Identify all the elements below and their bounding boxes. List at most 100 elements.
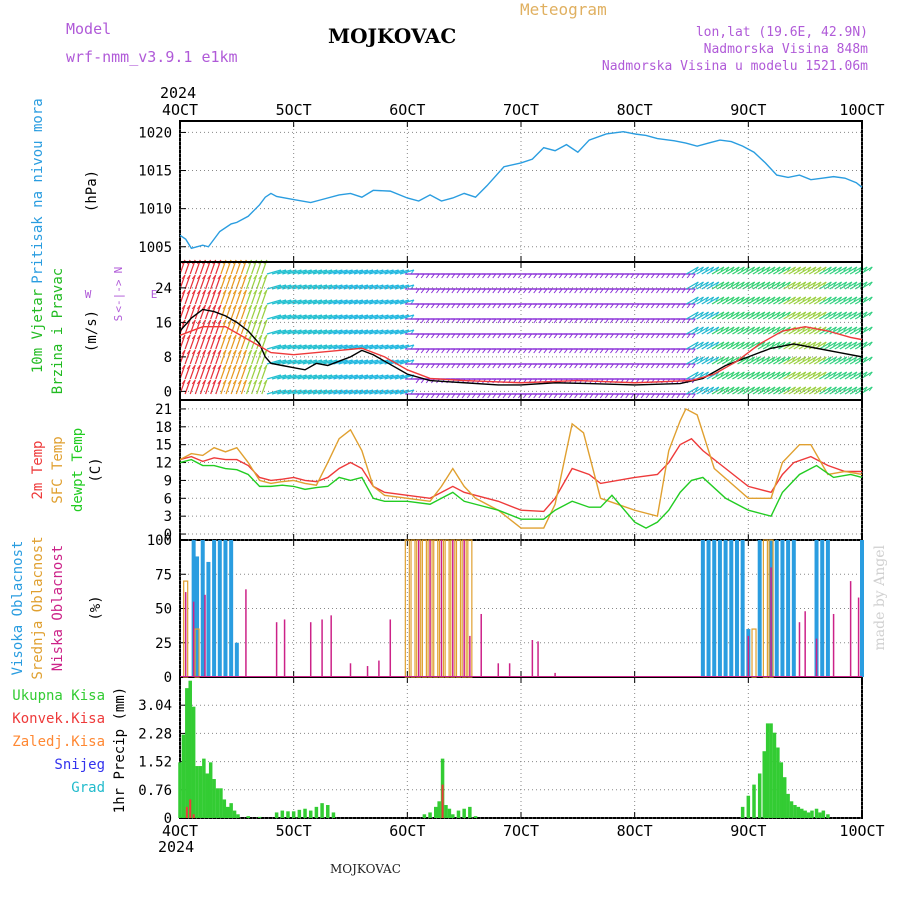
- wind-barb: [819, 281, 832, 290]
- cloud-bar-low: [245, 589, 247, 677]
- wind-barb-feather: [604, 348, 609, 354]
- wind-barb-feather: [420, 378, 425, 384]
- wind-barb-feather: [227, 334, 232, 340]
- wind-barb-feather: [420, 393, 425, 399]
- wind-barb: [251, 289, 258, 305]
- wind-barb-feather: [492, 333, 497, 339]
- wind-barb: [235, 289, 242, 305]
- wind-barb-feather: [787, 386, 791, 392]
- wind-barb-feather: [456, 333, 461, 339]
- wind-barb-feather: [492, 363, 497, 369]
- temperature-ytick-label: 21: [155, 402, 172, 418]
- wind-barb-feather: [625, 303, 630, 309]
- wind-barb: [716, 296, 730, 305]
- wind-barb: [333, 374, 348, 380]
- wind-barb-feather: [410, 329, 415, 335]
- wind-barb: [711, 311, 725, 320]
- model-name: wrf-nmm_v3.9.1 e1km: [66, 48, 238, 66]
- wind-barb: [813, 356, 827, 365]
- wind-barb: [333, 329, 348, 335]
- wind-barb: [363, 299, 379, 305]
- wind-barb: [287, 284, 302, 290]
- wind-barb-feather: [694, 311, 699, 317]
- wind-barb-feather: [686, 318, 691, 324]
- wind-barb: [727, 281, 740, 290]
- wind-barb-feather: [242, 274, 247, 280]
- wind-barb: [721, 311, 735, 320]
- wind-barb-feather: [431, 333, 435, 339]
- wind-barb-feather: [681, 318, 686, 324]
- wind-barb-feather: [705, 311, 710, 317]
- wind-barb: [732, 266, 745, 275]
- wind-barb: [819, 311, 832, 320]
- wind-barb-feather: [492, 348, 497, 354]
- wind-barb-feather: [563, 333, 568, 339]
- wind-barb-feather: [248, 304, 252, 310]
- wind-dir-s: S: [112, 315, 125, 322]
- wind-barb: [271, 299, 287, 305]
- wind-barb: [389, 314, 404, 320]
- wind-barb: [691, 311, 704, 320]
- wind-barb: [711, 266, 725, 275]
- wind-barb: [225, 364, 232, 380]
- wind-barb-feather: [466, 318, 471, 324]
- wind-barb: [379, 389, 394, 395]
- wind-barb: [256, 349, 263, 365]
- pressure-ytick-label: 1015: [138, 164, 172, 180]
- cloud-bar-high: [825, 540, 830, 677]
- wind-barb-feather: [482, 303, 486, 309]
- wind-barb: [384, 374, 399, 380]
- wind-barb: [716, 326, 730, 335]
- wind-barb-feather: [533, 393, 538, 399]
- wind-barb: [844, 326, 858, 335]
- wind-dir-e: E: [151, 288, 158, 301]
- wind-barb: [189, 364, 196, 380]
- wind-barb: [778, 311, 791, 320]
- wind-barb: [230, 289, 237, 305]
- wind-barb-feather: [186, 274, 191, 280]
- wind-barb: [793, 266, 807, 275]
- wind-barb-feather: [766, 281, 771, 287]
- wind-barb-feather: [822, 281, 827, 287]
- wind-barb-feather: [843, 326, 848, 332]
- wind-barb-feather: [446, 363, 451, 369]
- wind-barb: [261, 274, 268, 290]
- wind-barb: [767, 386, 781, 395]
- precip-bar-total: [198, 766, 203, 818]
- wind-barb: [696, 341, 709, 350]
- wind-barb-feather: [822, 311, 827, 317]
- wind-barb-feather: [258, 304, 263, 310]
- wind-barb: [824, 356, 837, 365]
- wind-barb: [348, 389, 363, 395]
- wind-barb: [194, 349, 201, 365]
- wind-barb-feather: [741, 326, 745, 332]
- wind-barb-feather: [640, 303, 645, 309]
- wind-barb: [849, 386, 863, 395]
- wind-barb-feather: [599, 288, 604, 294]
- wind-barb: [813, 386, 827, 395]
- wind-barb: [691, 386, 704, 395]
- wind-barb-feather: [502, 303, 507, 309]
- wind-barb-feather: [797, 311, 802, 317]
- wind-barb-feather: [538, 288, 543, 294]
- wind-barb-feather: [507, 288, 512, 294]
- wind-barb-feather: [776, 266, 781, 272]
- wind-barb-feather: [817, 386, 822, 392]
- wind-barb-feather: [461, 273, 466, 279]
- wind-barb-feather: [640, 363, 645, 369]
- wind-barb-feather: [553, 273, 558, 279]
- wind-barb: [184, 364, 191, 380]
- wind-barb: [394, 269, 409, 275]
- wind-barb-feather: [487, 393, 492, 399]
- wind-barb-feather: [212, 289, 217, 295]
- wind-barb: [819, 296, 832, 305]
- cloud-bar-low: [389, 619, 392, 677]
- wind-barb: [297, 314, 312, 320]
- wind-barb-feather: [640, 333, 645, 339]
- wind-barb: [194, 274, 201, 290]
- wind-barb-feather: [477, 288, 481, 294]
- wind-barb-feather: [781, 356, 786, 362]
- wind-barb: [384, 314, 399, 320]
- wind-barb: [369, 344, 384, 350]
- wind-ytick-label: 24: [155, 281, 172, 297]
